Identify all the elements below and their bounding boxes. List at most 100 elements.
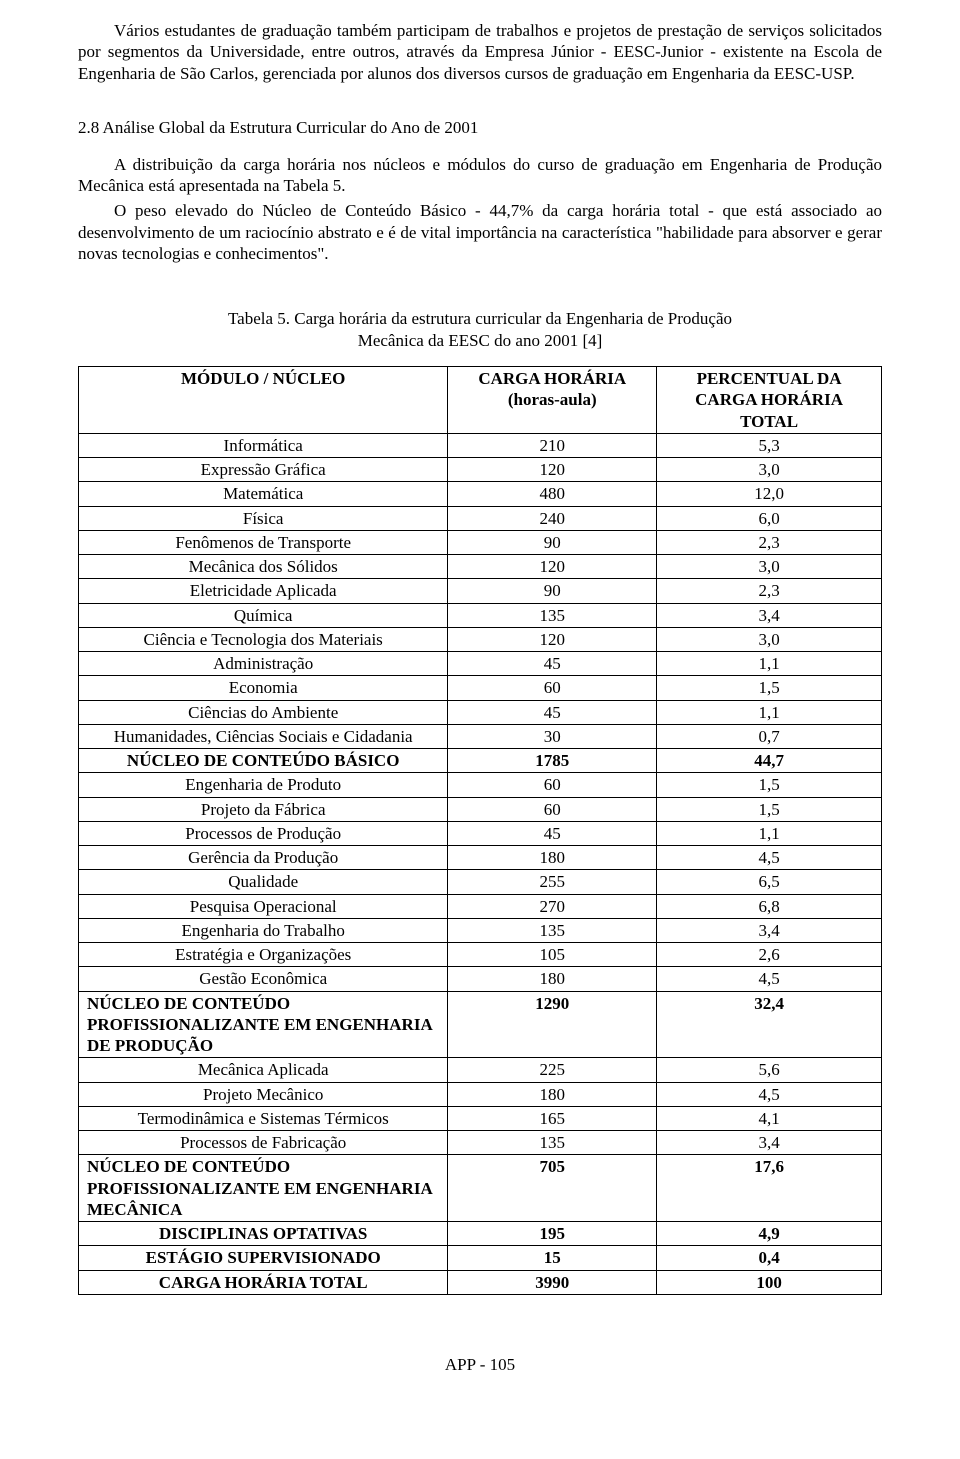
table-caption-line1: Tabela 5. Carga horária da estrutura cur… (228, 309, 732, 328)
cell-pct: 0,7 (657, 724, 882, 748)
cell-hours: 60 (448, 797, 657, 821)
cell-hours: 105 (448, 943, 657, 967)
cell-hours: 15 (448, 1246, 657, 1270)
cell-hours: 705 (448, 1155, 657, 1222)
cell-label: Engenharia do Trabalho (79, 918, 448, 942)
section-title: 2.8 Análise Global da Estrutura Curricul… (78, 118, 882, 138)
cell-label: CARGA HORÁRIA TOTAL (79, 1270, 448, 1294)
cell-hours: 120 (448, 458, 657, 482)
cell-label: DISCIPLINAS OPTATIVAS (79, 1222, 448, 1246)
cell-hours: 180 (448, 1082, 657, 1106)
table-row: Termodinâmica e Sistemas Térmicos1654,1 (79, 1106, 882, 1130)
cell-pct: 0,4 (657, 1246, 882, 1270)
cell-label: Informática (79, 433, 448, 457)
cell-hours: 240 (448, 506, 657, 530)
intro-paragraph: Vários estudantes de graduação também pa… (78, 20, 882, 84)
cell-label: NÚCLEO DE CONTEÚDO BÁSICO (79, 749, 448, 773)
table-row: Engenharia do Trabalho1353,4 (79, 918, 882, 942)
table-row: Eletricidade Aplicada902,3 (79, 579, 882, 603)
cell-pct: 5,6 (657, 1058, 882, 1082)
cell-label: Fenômenos de Transporte (79, 530, 448, 554)
table-row: Física2406,0 (79, 506, 882, 530)
cell-label: Matemática (79, 482, 448, 506)
table-row: Ciência e Tecnologia dos Materiais1203,0 (79, 627, 882, 651)
cell-label: Projeto da Fábrica (79, 797, 448, 821)
cell-label: Ciência e Tecnologia dos Materiais (79, 627, 448, 651)
cell-pct: 4,1 (657, 1106, 882, 1130)
cell-pct: 3,4 (657, 918, 882, 942)
cell-label: Ciências do Ambiente (79, 700, 448, 724)
page-footer: APP - 105 (78, 1355, 882, 1375)
cell-pct: 44,7 (657, 749, 882, 773)
table-row: Processos de Fabricação1353,4 (79, 1131, 882, 1155)
cell-label: Expressão Gráfica (79, 458, 448, 482)
table-row: Química1353,4 (79, 603, 882, 627)
cell-hours: 45 (448, 652, 657, 676)
table-caption: Tabela 5. Carga horária da estrutura cur… (78, 308, 882, 352)
cell-hours: 270 (448, 894, 657, 918)
cell-label: Mecânica Aplicada (79, 1058, 448, 1082)
cell-label: Processos de Fabricação (79, 1131, 448, 1155)
cell-hours: 1785 (448, 749, 657, 773)
cell-pct: 17,6 (657, 1155, 882, 1222)
cell-pct: 6,5 (657, 870, 882, 894)
cell-pct: 1,5 (657, 773, 882, 797)
cell-label: Gerência da Produção (79, 846, 448, 870)
cell-pct: 3,0 (657, 627, 882, 651)
table-caption-line2: Mecânica da EESC do ano 2001 [4] (358, 331, 603, 350)
table-row: Expressão Gráfica1203,0 (79, 458, 882, 482)
table-row: Gerência da Produção1804,5 (79, 846, 882, 870)
cell-pct: 4,5 (657, 1082, 882, 1106)
table-header-carga: CARGA HORÁRIA (horas-aula) (448, 367, 657, 434)
cell-hours: 195 (448, 1222, 657, 1246)
cell-pct: 1,5 (657, 797, 882, 821)
cell-label: Engenharia de Produto (79, 773, 448, 797)
table-row: Gestão Econômica1804,5 (79, 967, 882, 991)
table-row: Administração451,1 (79, 652, 882, 676)
cell-pct: 1,1 (657, 700, 882, 724)
cell-label: ESTÁGIO SUPERVISIONADO (79, 1246, 448, 1270)
cell-pct: 4,9 (657, 1222, 882, 1246)
table-row: Informática2105,3 (79, 433, 882, 457)
table-row: Ciências do Ambiente451,1 (79, 700, 882, 724)
table-header-row: MÓDULO / NÚCLEO CARGA HORÁRIA (horas-aul… (79, 367, 882, 434)
document-page: Vários estudantes de graduação também pa… (0, 0, 960, 1415)
paragraph-3: O peso elevado do Núcleo de Conteúdo Bás… (78, 200, 882, 264)
cell-hours: 30 (448, 724, 657, 748)
cell-hours: 180 (448, 846, 657, 870)
table-row: NÚCLEO DE CONTEÚDO PROFISSIONALIZANTE EM… (79, 1155, 882, 1222)
table-row: Mecânica Aplicada2255,6 (79, 1058, 882, 1082)
cell-hours: 45 (448, 821, 657, 845)
cell-hours: 120 (448, 627, 657, 651)
cell-label: Física (79, 506, 448, 530)
cell-hours: 135 (448, 603, 657, 627)
table-row: Fenômenos de Transporte902,3 (79, 530, 882, 554)
cell-pct: 5,3 (657, 433, 882, 457)
table-row: Projeto Mecânico1804,5 (79, 1082, 882, 1106)
cell-pct: 2,3 (657, 530, 882, 554)
paragraph-2: A distribuição da carga horária nos núcl… (78, 154, 882, 197)
cell-hours: 135 (448, 918, 657, 942)
cell-hours: 60 (448, 676, 657, 700)
cell-label: Processos de Produção (79, 821, 448, 845)
cell-hours: 180 (448, 967, 657, 991)
table-row: NÚCLEO DE CONTEÚDO PROFISSIONALIZANTE EM… (79, 991, 882, 1058)
table-row: Humanidades, Ciências Sociais e Cidadani… (79, 724, 882, 748)
cell-hours: 60 (448, 773, 657, 797)
cell-pct: 32,4 (657, 991, 882, 1058)
table-row: Qualidade2556,5 (79, 870, 882, 894)
cell-label: Termodinâmica e Sistemas Térmicos (79, 1106, 448, 1130)
cell-label: Estratégia e Organizações (79, 943, 448, 967)
cell-hours: 225 (448, 1058, 657, 1082)
table-header-modulo: MÓDULO / NÚCLEO (79, 367, 448, 434)
cell-hours: 3990 (448, 1270, 657, 1294)
table-row: NÚCLEO DE CONTEÚDO BÁSICO178544,7 (79, 749, 882, 773)
cell-label: Pesquisa Operacional (79, 894, 448, 918)
cell-label: Administração (79, 652, 448, 676)
cell-label: Gestão Econômica (79, 967, 448, 991)
table-row: Mecânica dos Sólidos1203,0 (79, 555, 882, 579)
cell-label: Qualidade (79, 870, 448, 894)
cell-hours: 45 (448, 700, 657, 724)
table-row: ESTÁGIO SUPERVISIONADO150,4 (79, 1246, 882, 1270)
cell-pct: 3,0 (657, 555, 882, 579)
